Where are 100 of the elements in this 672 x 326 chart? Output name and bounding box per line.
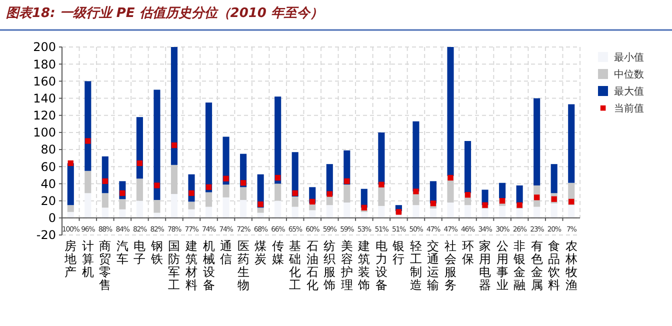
point <box>85 138 91 144</box>
bar <box>344 184 350 203</box>
bar <box>274 96 282 184</box>
point <box>482 202 488 208</box>
x-tick-label: 电子 <box>134 239 146 266</box>
point <box>275 174 281 181</box>
point <box>136 160 143 166</box>
bar <box>292 196 298 207</box>
bar <box>119 209 126 218</box>
x-tick-label: 银行 <box>392 239 405 266</box>
x-tick-label: 石油石化 <box>306 239 318 292</box>
x-tick-label: 交通运输 <box>427 239 440 292</box>
bar <box>482 208 488 218</box>
x-tick-label: 基础化工 <box>288 239 302 292</box>
y-tick-label: 20 <box>40 194 56 208</box>
bar <box>516 208 523 218</box>
bar <box>205 102 212 192</box>
point <box>448 174 454 181</box>
bar <box>378 206 385 218</box>
bar <box>499 182 506 198</box>
bar <box>568 205 575 218</box>
y-tick-label: 140 <box>33 91 56 106</box>
x-tick-label: 社会服务 <box>444 239 456 292</box>
bar <box>309 210 316 218</box>
chart-title: 图表18: 一级行业 PE 估值历史分位（2010 年至今） <box>6 6 323 21</box>
x-tick-label: 电力设备 <box>375 239 388 292</box>
x-tick-label: 建筑装饰 <box>357 239 370 292</box>
x-tick-label: 食品饮料 <box>547 239 560 292</box>
point <box>430 200 436 206</box>
x-tick-label: 纺织服饰 <box>322 239 336 292</box>
bar <box>188 202 195 210</box>
bar <box>205 192 212 207</box>
point <box>464 192 471 198</box>
bar <box>136 200 143 218</box>
bar <box>84 193 92 218</box>
bar <box>499 206 506 218</box>
bar <box>84 81 92 171</box>
point <box>188 190 194 196</box>
bar <box>550 203 558 218</box>
bar <box>447 47 454 176</box>
point <box>223 176 229 182</box>
bar <box>344 202 350 218</box>
bar <box>292 206 298 218</box>
bar <box>568 104 575 183</box>
bar <box>119 199 126 210</box>
x-tick-label: 商贸零售 <box>99 239 112 292</box>
x-tick-label: 农林牧渔 <box>564 239 578 292</box>
bar <box>412 205 420 218</box>
bar <box>274 184 282 201</box>
bar <box>326 205 333 218</box>
x-tick-label: 房地产 <box>64 239 77 279</box>
bar <box>240 200 247 218</box>
bar <box>430 208 437 218</box>
y-tick-label: 0 <box>48 211 56 226</box>
bar <box>102 208 108 218</box>
x-tick-label: 家用电器 <box>479 239 492 292</box>
bar <box>412 121 420 192</box>
point <box>68 160 74 166</box>
y-tick-label: 200 <box>33 40 56 54</box>
bar <box>222 197 230 218</box>
point <box>344 178 350 184</box>
bar <box>274 200 282 218</box>
x-tick-label: 计算机 <box>82 239 94 279</box>
point <box>240 180 246 186</box>
bar <box>154 90 160 200</box>
point <box>378 182 384 188</box>
bar <box>378 132 385 185</box>
bar <box>67 205 74 212</box>
bar <box>447 202 454 218</box>
bar <box>550 164 558 194</box>
point <box>361 204 367 210</box>
legend-label: 中位数 <box>614 68 644 80</box>
bar <box>102 193 108 208</box>
point <box>413 188 419 194</box>
y-tick-label: 160 <box>33 74 56 88</box>
y-tick-label: 100 <box>33 126 56 140</box>
point <box>154 182 160 188</box>
bar <box>222 136 230 185</box>
y-tick-label: 60 <box>40 160 56 174</box>
x-tick-label: 建筑材料 <box>184 239 198 292</box>
x-tick-label: 有色金属 <box>530 239 543 292</box>
x-tick-label: 煤炭 <box>254 239 267 266</box>
bar <box>257 208 264 213</box>
bar <box>170 47 178 165</box>
x-tick-label: 通信 <box>220 239 232 266</box>
x-tick-label: 公用事业 <box>496 239 508 292</box>
point <box>326 191 332 197</box>
bar <box>222 184 230 198</box>
bar <box>84 170 92 194</box>
legend-label: 当前值 <box>614 102 644 114</box>
y-tick-label: 180 <box>33 57 56 72</box>
bar <box>67 163 74 206</box>
bar <box>205 206 212 218</box>
point <box>102 178 108 184</box>
y-tick-label: -20 <box>36 228 56 242</box>
x-tick-label: 医药生物 <box>237 239 250 292</box>
x-tick-label: 汽车 <box>116 239 128 266</box>
bar <box>136 178 143 201</box>
bar <box>170 194 178 218</box>
x-tick-label: 传媒 <box>272 239 284 266</box>
